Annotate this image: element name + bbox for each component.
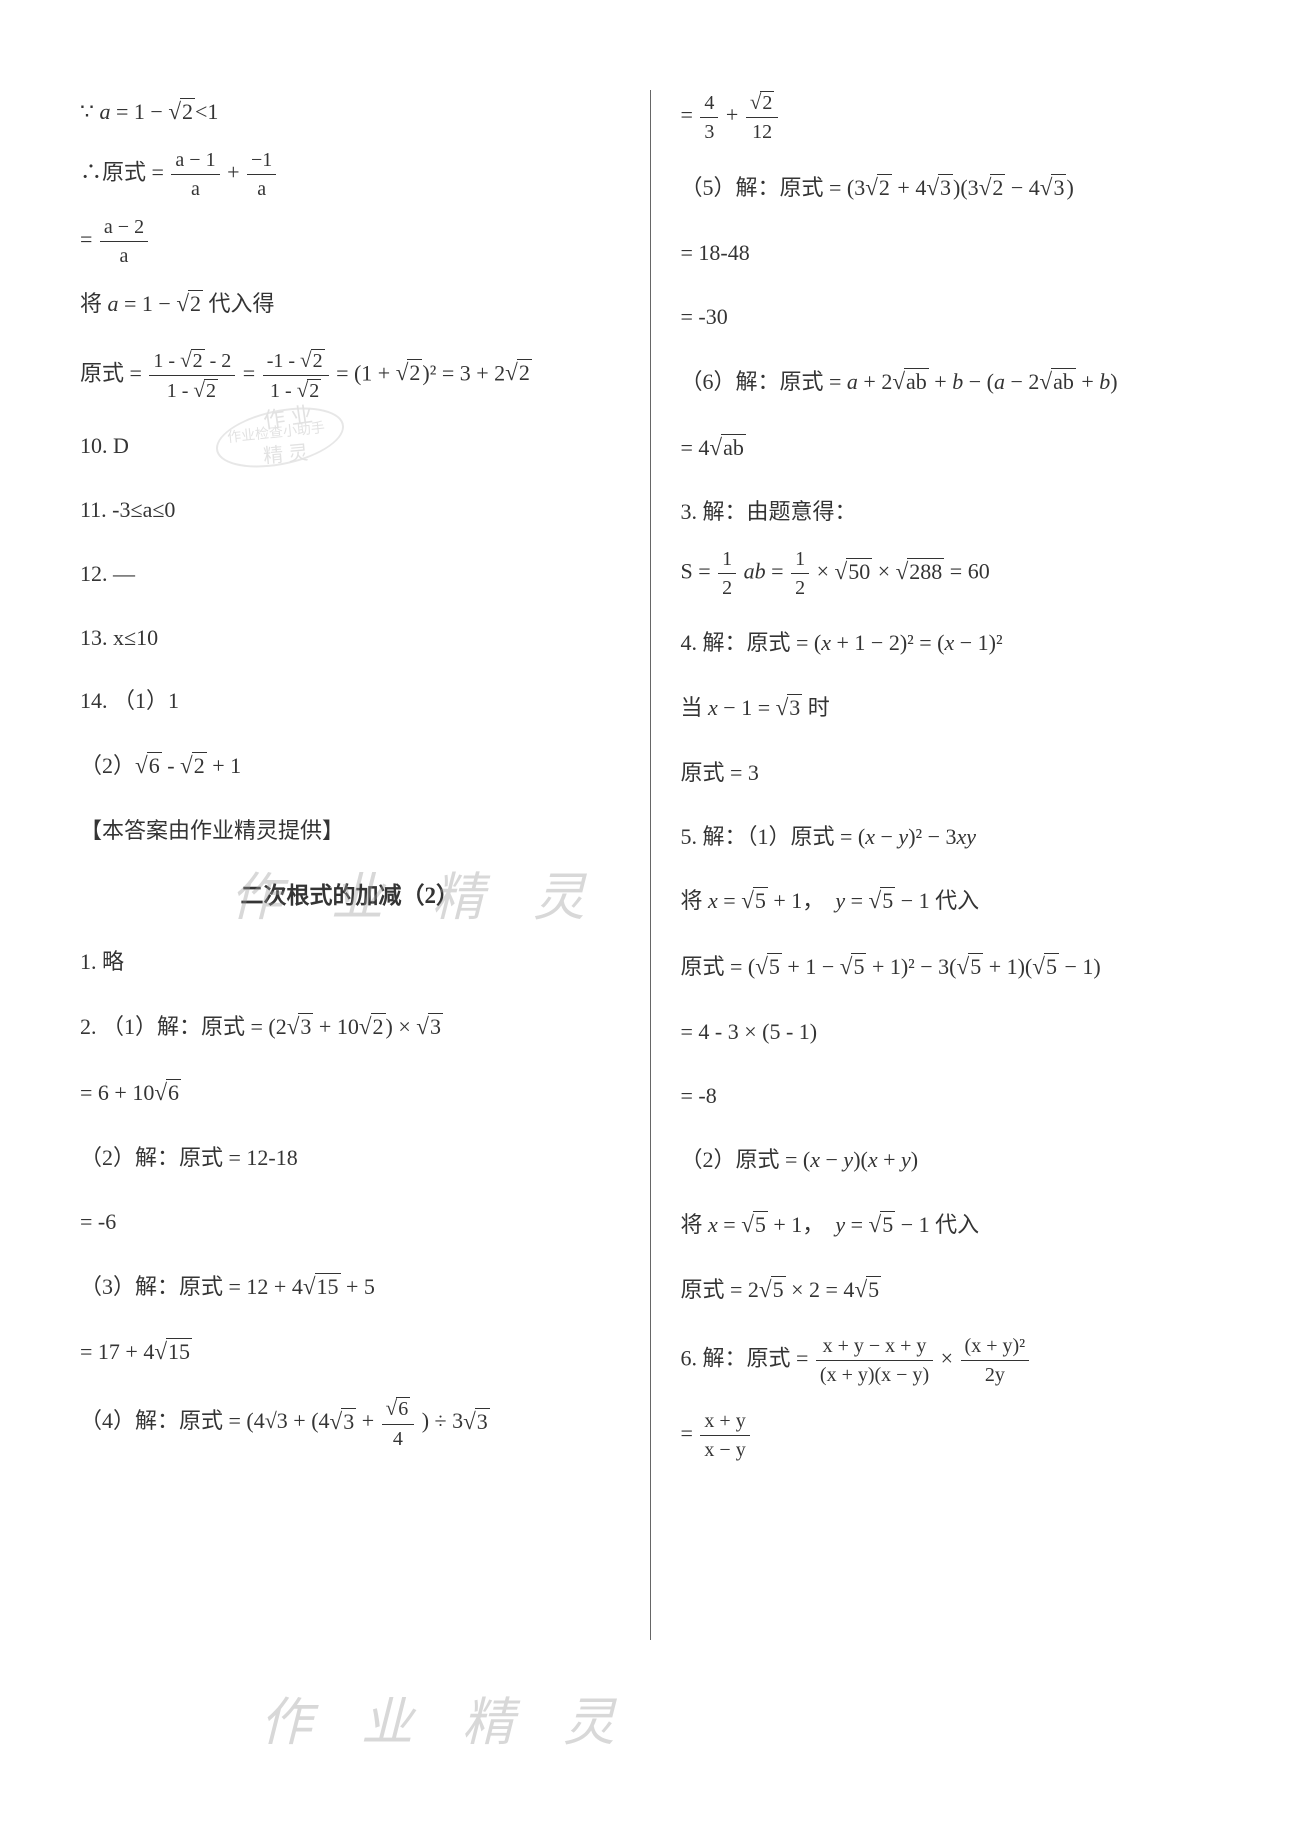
watermark-bottom: 作 业 精 灵 [260,1680,633,1755]
answer-2-3b: = 17 + 415 [80,1330,620,1374]
fraction: x + y − x + y (x + y)(x − y) [816,1334,933,1387]
answer-13: 13. x≤10 [80,617,620,659]
answer-2-3a: （3）解：原式 = 12 + 415 + 5 [80,1265,620,1309]
answer-2-2a: （2）解：原式 = 12-18 [80,1137,620,1179]
answer-5-1a: 5. 解：（1）原式 = (x − y)² − 3xy [681,816,1221,858]
line: 将 a = 1 − 2 代入得 [80,282,620,326]
fraction: 6 4 [382,1396,415,1450]
fraction: 1 - 2 - 2 1 - 2 [149,348,235,403]
answer-5-2c: 原式 = 25 × 2 = 45 [681,1268,1221,1312]
answer-2-1b: = 6 + 106 [80,1071,620,1115]
cont-4: = 4 3 + 2 12 [681,90,1221,144]
line: ∵ a = 1 − 2<1 [80,90,620,134]
answer-10: 10. D [80,425,620,467]
plus: + [227,159,239,184]
answer-3a: 3. 解：由题意得： [681,491,1221,533]
line: 原式 = 1 - 2 - 2 1 - 2 = -1 - 2 1 - 2 = (1… [80,348,620,403]
answer-2-4a: （4）解：原式 = (4√3 + (43 + 6 4 ) ÷ 33 [80,1396,620,1450]
answer-5-1d: = 4 - 3 × (5 - 1) [681,1011,1221,1053]
answer-4b: 当 x − 1 = 3 时 [681,686,1221,730]
because: ∵ [80,99,94,124]
answer-6b: = x + y x − y [681,1409,1221,1462]
answer-2-2b: = -6 [80,1201,620,1243]
fraction: x + y x − y [700,1409,749,1462]
answer-2-5b: = 18-48 [681,232,1221,274]
answer-14-2: （2）6 - 2 + 1 [80,744,620,788]
answer-5-2b: 将 x = 5 + 1， y = 5 − 1 代入 [681,1203,1221,1247]
answer-5-1c: 原式 = (5 + 1 − 5 + 1)² − 3(5 + 1)(5 − 1) [681,945,1221,989]
eq: = [80,226,92,251]
credit-line: 【本答案由作业精灵提供】 [80,810,620,852]
fraction: a − 1 a [171,148,219,201]
section-title: 二次根式的加减（2） [80,874,620,918]
left-column: ∵ a = 1 − 2<1 ∴原式 = a − 1 a + −1 a = a −… [80,90,650,1690]
line: ∴原式 = a − 1 a + −1 a [80,148,620,201]
right-column: = 4 3 + 2 12 （5）解：原式 = (32 + 43)(32 − 43… [651,90,1221,1690]
fraction: −1 a [247,148,276,201]
answer-6a: 6. 解：原式 = x + y − x + y (x + y)(x − y) ×… [681,1334,1221,1387]
answer-5-1b: 将 x = 5 + 1， y = 5 − 1 代入 [681,879,1221,923]
fraction: -1 - 2 1 - 2 [263,348,329,403]
answer-2-1a: 2. （1）解：原式 = (23 + 102) × 3 [80,1005,620,1049]
answer-4a: 4. 解：原式 = (x + 1 − 2)² = (x − 1)² [681,622,1221,664]
answer-11: 11. -3≤a≤0 [80,489,620,531]
answer-12: 12. — [80,553,620,595]
line: = a − 2 a [80,215,620,268]
fraction: (x + y)² 2y [961,1334,1030,1387]
fraction: a − 2 a [100,215,148,268]
answer-5-1e: = -8 [681,1075,1221,1117]
fraction: 2 12 [746,90,779,144]
answer-3b: S = 12 ab = 12 × 50 × 288 = 60 [681,547,1221,600]
answer-2-6b: = 4ab [681,426,1221,470]
answer-4c: 原式 = 3 [681,752,1221,794]
text: 原式 = [80,360,142,385]
page-content: ∵ a = 1 − 2<1 ∴原式 = a − 1 a + −1 a = a −… [80,90,1220,1690]
answer-2-6a: （6）解：原式 = a + 2ab + b − (a − 2ab + b) [681,360,1221,404]
expr: a [100,99,111,124]
answer-5-2a: （2）原式 = (x − y)(x + y) [681,1139,1221,1181]
fraction: 4 3 [700,91,718,144]
answer-2-5a: （5）解：原式 = (32 + 43)(32 − 43) [681,166,1221,210]
answer-14-1: 14. （1）1 [80,680,620,722]
answer-2-5c: = -30 [681,296,1221,338]
sqrt: 2 [168,90,195,134]
answer-1: 1. 略 [80,941,620,983]
therefore-text: ∴原式 = [80,159,164,184]
